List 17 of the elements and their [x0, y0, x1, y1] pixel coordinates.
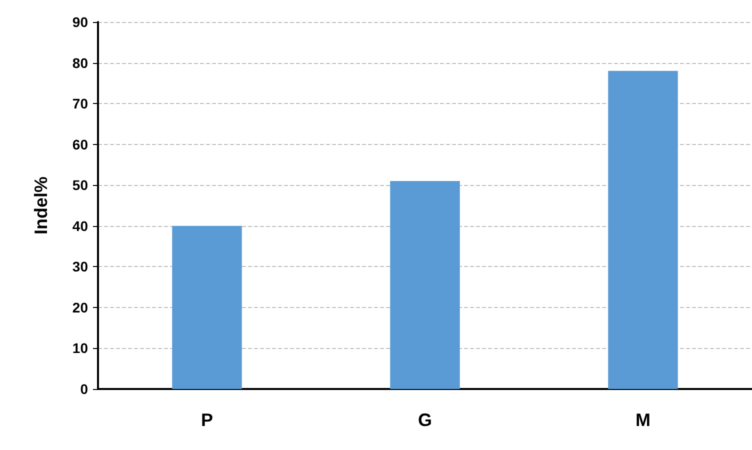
y-tick-label: 60	[72, 136, 88, 152]
bar	[172, 226, 242, 389]
y-tick-label: 50	[72, 177, 88, 194]
y-tick-label: 70	[72, 96, 88, 112]
y-tick-label: 30	[72, 258, 88, 275]
bar	[390, 181, 460, 389]
x-tick-label: G	[418, 410, 432, 430]
y-tick-label: 20	[72, 299, 88, 316]
x-tick-label: P	[200, 410, 214, 430]
y-tick-label: 0	[80, 381, 88, 397]
y-tick-label: 10	[72, 340, 88, 356]
y-tick-label: 80	[72, 54, 88, 71]
y-axis-title: Indel%	[31, 176, 51, 235]
bar	[608, 70, 678, 389]
y-tick-label: 40	[72, 218, 88, 234]
y-tick-label: 90	[72, 14, 88, 30]
x-tick-label: M	[636, 410, 650, 430]
